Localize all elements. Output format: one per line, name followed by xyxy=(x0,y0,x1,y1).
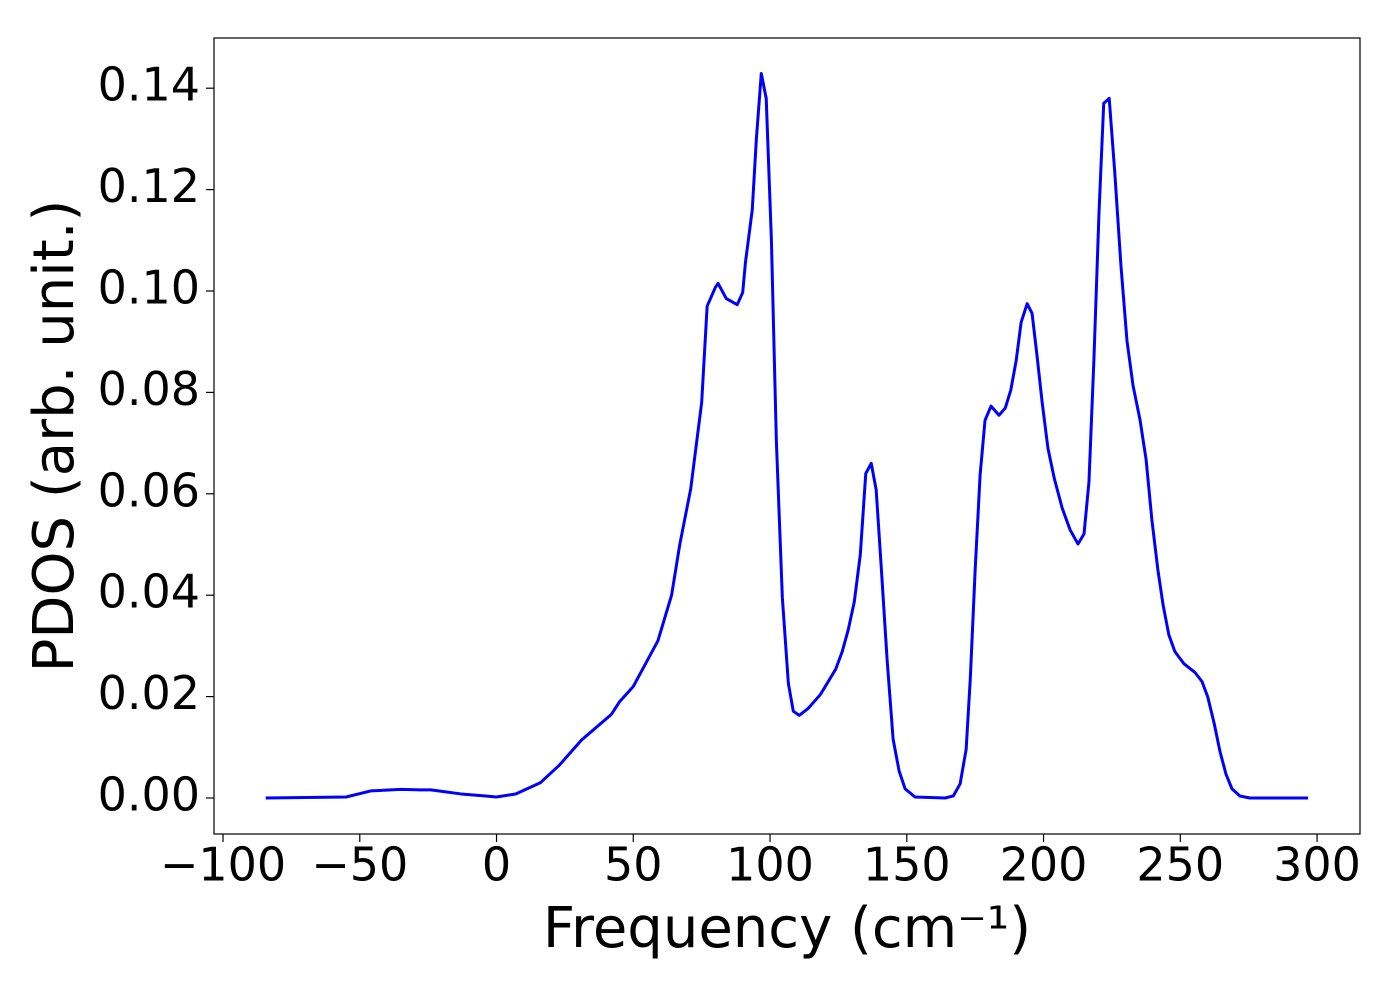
y-tick-label: 0.10 xyxy=(98,260,200,314)
x-axis-label: Frequency (cm⁻¹) xyxy=(543,896,1031,961)
y-axis-label: PDOS (arb. unit.) xyxy=(22,200,87,673)
y-tick-label: 0.02 xyxy=(98,666,200,720)
x-tick-label: 150 xyxy=(863,838,951,892)
y-tick-label: 0.14 xyxy=(98,58,200,112)
y-tick-label: 0.04 xyxy=(98,565,200,619)
y-tick-label: 0.08 xyxy=(98,362,200,416)
x-tick-label: −50 xyxy=(311,838,408,892)
plot-frame xyxy=(213,37,1361,835)
x-tick-label: 250 xyxy=(1136,838,1224,892)
y-tick-label: 0.06 xyxy=(98,463,200,517)
x-tick-label: −100 xyxy=(160,838,286,892)
data-line xyxy=(265,71,1309,800)
x-tick-label: 50 xyxy=(604,838,663,892)
x-tick-label: 300 xyxy=(1273,838,1361,892)
x-tick-label: 200 xyxy=(1000,838,1088,892)
x-tick-label: 100 xyxy=(726,838,814,892)
y-tick-label: 0.12 xyxy=(98,159,200,213)
x-tick-label: 0 xyxy=(482,838,511,892)
y-tick-label: 0.00 xyxy=(98,768,200,822)
